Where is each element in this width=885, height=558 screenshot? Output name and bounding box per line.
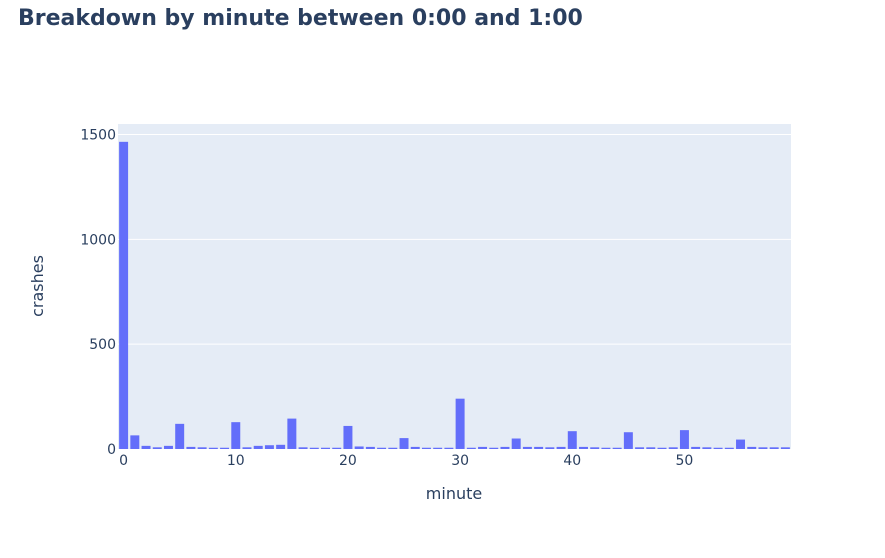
x-axis-title: minute (426, 484, 482, 503)
x-tick-label: 0 (119, 453, 128, 469)
bar (567, 431, 577, 449)
x-tick-label: 30 (451, 453, 469, 469)
bar (579, 446, 588, 449)
bar (141, 445, 151, 449)
bar (679, 430, 689, 449)
y-tick-label: 0 (107, 442, 116, 458)
bar (287, 418, 297, 449)
x-tick-label: 10 (227, 453, 245, 469)
bar (646, 447, 656, 449)
x-tick-label: 50 (676, 453, 694, 469)
bar (242, 447, 252, 449)
bar (119, 141, 129, 450)
bar (747, 446, 757, 449)
bar (556, 446, 566, 449)
y-tick-labels: 0 500 1000 1500 (80, 127, 116, 458)
x-tick-labels: 0 10 20 30 40 50 (119, 453, 693, 469)
x-tick-label: 40 (563, 453, 581, 469)
bar (298, 447, 308, 449)
bar (713, 447, 723, 449)
bars (119, 141, 790, 450)
bar (511, 438, 521, 449)
bar (635, 447, 645, 449)
y-tick-label: 1500 (80, 127, 116, 143)
bar (365, 446, 375, 449)
bar (455, 398, 465, 449)
bar (724, 447, 734, 449)
bar (758, 447, 768, 449)
bar (354, 446, 364, 449)
bar (601, 447, 611, 449)
bar (309, 447, 319, 449)
bar (590, 447, 600, 449)
bar (489, 447, 499, 449)
bar (152, 447, 162, 449)
bar (220, 447, 230, 449)
bar (197, 447, 207, 449)
chart-title: Breakdown by minute between 0:00 and 1:0… (18, 6, 583, 31)
bar (478, 446, 488, 449)
bar (702, 447, 712, 449)
bar (545, 447, 555, 449)
y-tick-label: 1000 (80, 232, 116, 248)
bar (769, 447, 779, 449)
bar (668, 447, 678, 449)
bar (780, 447, 790, 449)
bar (657, 447, 667, 449)
bar (500, 446, 510, 449)
bar (388, 447, 398, 449)
bar (421, 447, 431, 449)
bar (130, 435, 140, 449)
bar (343, 425, 353, 449)
plot-background (118, 124, 791, 449)
x-tick-label: 20 (339, 453, 357, 469)
bar (623, 432, 633, 449)
bar (522, 446, 532, 449)
bar (208, 447, 218, 449)
bar (163, 445, 173, 449)
bar (399, 438, 409, 449)
bar (444, 447, 454, 449)
bar (276, 444, 286, 449)
bar (231, 422, 241, 449)
bar (332, 447, 342, 449)
y-tick-label: 500 (89, 337, 116, 353)
bar (175, 423, 185, 449)
bar (691, 446, 701, 449)
bar (410, 446, 420, 449)
bar (466, 447, 476, 449)
bar (433, 447, 443, 449)
bar (321, 447, 330, 449)
gridlines (118, 133, 791, 345)
bar (534, 446, 544, 449)
bar (253, 445, 263, 449)
y-axis-title: crashes (28, 255, 47, 317)
bar (264, 445, 274, 449)
bar (736, 439, 746, 449)
bar (377, 447, 387, 449)
bar (186, 446, 196, 449)
bar (612, 447, 622, 449)
